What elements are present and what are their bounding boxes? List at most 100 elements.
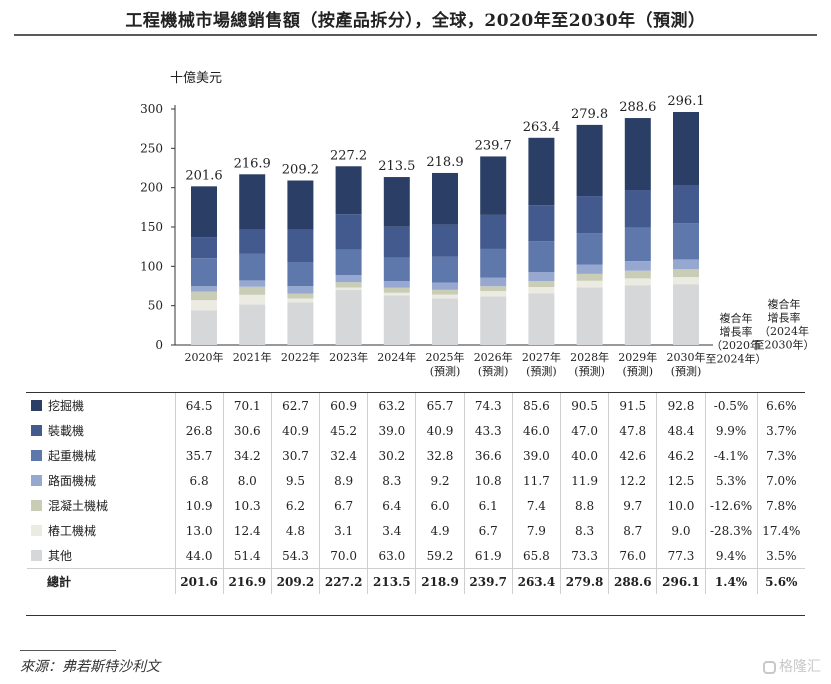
bar-segment xyxy=(624,227,651,262)
x-tick-note: (預測) xyxy=(671,364,702,378)
cagr-cell: 9.4% xyxy=(705,543,758,569)
bar-segment xyxy=(576,264,603,274)
cagr-cell: 7.8% xyxy=(766,498,797,513)
cagr-header-line: 增長率 xyxy=(768,311,801,325)
bar-segment xyxy=(624,118,651,191)
bar-segment xyxy=(287,262,314,287)
table-row-label: 裝載機 xyxy=(27,418,176,443)
table-cell: 32.4 xyxy=(319,443,369,468)
total-cell: 279.8 xyxy=(560,568,610,594)
table-cell: 8.3 xyxy=(560,518,610,543)
x-tick-note: (預測) xyxy=(430,364,461,378)
cagr-cell: 3.7% xyxy=(766,423,797,438)
x-tick-label: 2030年 xyxy=(667,350,706,364)
bar-segment xyxy=(191,237,217,259)
bar-total-label: 227.2 xyxy=(330,148,367,163)
table-cell: 8.8 xyxy=(560,493,610,518)
table-cell: 3.4 xyxy=(367,518,417,543)
total-cell: 239.7 xyxy=(464,568,513,594)
table-cell: 59.2 xyxy=(415,543,465,569)
watermark-logo-icon xyxy=(763,661,776,674)
table-row: 起重機械 35.7 34.2 30.7 32.4 30.2 32.8 36.6 39.0 40.0… xyxy=(27,443,805,468)
legend-label: 混凝土機械 xyxy=(48,499,109,513)
bar-segment xyxy=(432,282,458,290)
legend-swatch xyxy=(31,500,42,511)
bar-segment xyxy=(673,259,699,270)
bar-segment xyxy=(673,184,699,224)
table-cell: 77.3 xyxy=(656,543,706,569)
bar-segment xyxy=(191,291,217,301)
cagr-header-line: 至2024年） xyxy=(706,352,767,366)
bar-segment xyxy=(383,257,410,282)
bar-segment xyxy=(432,172,458,225)
total-cell: 227.2 xyxy=(319,568,369,594)
y-tick-label: 250 xyxy=(140,141,163,155)
watermark-text: 格隆汇 xyxy=(779,659,821,675)
table-total-label: 總計 xyxy=(27,568,176,594)
table-cell: 10.9 xyxy=(175,493,224,518)
table-cell: 30.7 xyxy=(271,443,321,468)
bar-segment xyxy=(287,286,314,294)
total-cell: 288.6 xyxy=(608,568,658,594)
bar-segment xyxy=(383,287,410,293)
bar-segment xyxy=(624,278,651,286)
cagr-cell: 6.6% xyxy=(766,398,797,413)
y-tick-label: 100 xyxy=(140,259,163,273)
table-cell: 10.0 xyxy=(656,493,706,518)
table-cell: 40.9 xyxy=(271,418,321,443)
legend-label: 裝載機 xyxy=(48,424,85,438)
y-tick-label: 200 xyxy=(140,181,163,195)
bar-segment xyxy=(191,186,217,238)
table-row-label: 挖掘機 xyxy=(27,393,176,418)
bar-segment xyxy=(480,291,507,297)
total-cell: 213.5 xyxy=(367,568,417,594)
table-row-label: 路面機械 xyxy=(27,468,176,493)
bar-segment xyxy=(335,287,362,290)
table-row: 挖掘機 64.5 70.1 62.7 60.9 63.2 65.7 74.3 85.6 90.5 9… xyxy=(27,393,805,418)
table-cell: 91.5 xyxy=(608,393,658,418)
bar-segment xyxy=(287,293,314,299)
cagr-cell: -28.3% xyxy=(705,518,758,543)
bar-segment xyxy=(432,224,458,257)
bar-segment xyxy=(480,156,507,215)
table-cell: 65.7 xyxy=(415,393,465,418)
table-cell: 63.2 xyxy=(367,393,417,418)
total-cell: 216.9 xyxy=(223,568,272,594)
table-cell: 90.5 xyxy=(560,393,610,418)
bar-segment xyxy=(432,298,458,345)
bar-segment xyxy=(576,233,603,265)
table-cell: 11.7 xyxy=(512,468,562,493)
bar-segment xyxy=(624,261,651,271)
x-tick-label: 2024年 xyxy=(377,350,416,364)
total-cell: 263.4 xyxy=(512,568,562,594)
bar-segment xyxy=(239,253,266,281)
bar-segment xyxy=(528,205,555,242)
bar-segment xyxy=(191,310,217,345)
watermark: 格隆汇 xyxy=(763,656,821,676)
table-cell: 13.0 xyxy=(175,518,224,543)
total-cell: 201.6 xyxy=(175,568,224,594)
table-cell: 65.8 xyxy=(512,543,562,569)
table-cell: 7.4 xyxy=(512,493,562,518)
cagr-header-line: （2024年 xyxy=(759,324,809,338)
bar-segment xyxy=(576,280,603,288)
table-cell: 47.0 xyxy=(560,418,610,443)
bar-segment xyxy=(432,289,458,295)
cagr-cell: -12.6% xyxy=(705,493,758,518)
table-cell: 32.8 xyxy=(415,443,465,468)
cagr-header-line: 至2030年） xyxy=(754,338,815,352)
table-cell: 12.2 xyxy=(608,468,658,493)
total-cell: 218.9 xyxy=(415,568,465,594)
table-cell: 9.2 xyxy=(415,468,465,493)
bar-segment xyxy=(432,294,458,299)
bar-segment xyxy=(287,302,314,345)
table-cell: 61.9 xyxy=(464,543,513,569)
legend-swatch xyxy=(31,450,42,461)
table-cell: 64.5 xyxy=(175,393,224,418)
bar-segment xyxy=(383,177,410,227)
x-tick-label: 2025年 xyxy=(426,350,465,364)
bar-segment xyxy=(191,286,217,292)
legend-swatch xyxy=(31,400,42,411)
y-tick-label: 50 xyxy=(148,299,163,313)
table-cell: 4.8 xyxy=(271,518,321,543)
